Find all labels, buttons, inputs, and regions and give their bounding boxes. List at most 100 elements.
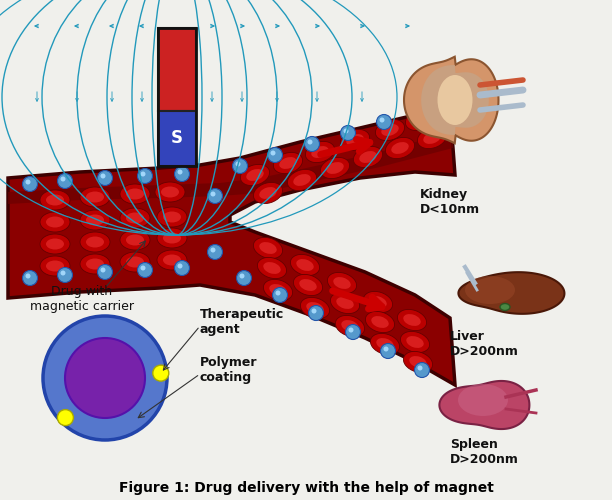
Circle shape bbox=[174, 260, 190, 276]
Ellipse shape bbox=[80, 254, 110, 274]
Circle shape bbox=[141, 266, 146, 270]
Ellipse shape bbox=[259, 242, 277, 254]
Circle shape bbox=[97, 170, 113, 186]
Circle shape bbox=[272, 288, 288, 302]
Circle shape bbox=[343, 128, 348, 134]
Circle shape bbox=[174, 166, 190, 182]
Ellipse shape bbox=[346, 134, 364, 146]
Ellipse shape bbox=[296, 259, 314, 271]
Circle shape bbox=[308, 306, 324, 320]
Ellipse shape bbox=[341, 320, 359, 332]
Ellipse shape bbox=[424, 132, 441, 144]
Circle shape bbox=[379, 118, 384, 122]
Ellipse shape bbox=[321, 158, 349, 178]
Bar bbox=[158, 28, 196, 111]
Ellipse shape bbox=[336, 297, 354, 309]
Ellipse shape bbox=[86, 236, 104, 248]
Circle shape bbox=[138, 262, 152, 278]
Bar bbox=[158, 111, 196, 166]
Circle shape bbox=[43, 316, 167, 440]
Ellipse shape bbox=[327, 272, 357, 293]
Circle shape bbox=[26, 274, 31, 278]
Ellipse shape bbox=[458, 384, 508, 416]
Polygon shape bbox=[8, 132, 453, 204]
Ellipse shape bbox=[46, 216, 64, 228]
Ellipse shape bbox=[263, 262, 281, 274]
Ellipse shape bbox=[86, 258, 104, 270]
Ellipse shape bbox=[438, 75, 472, 125]
Polygon shape bbox=[8, 108, 455, 385]
Ellipse shape bbox=[293, 274, 323, 295]
Ellipse shape bbox=[163, 232, 181, 243]
Ellipse shape bbox=[126, 234, 144, 246]
Ellipse shape bbox=[403, 352, 433, 372]
Text: Therapeutic
agent: Therapeutic agent bbox=[200, 308, 284, 336]
Ellipse shape bbox=[353, 146, 382, 168]
Ellipse shape bbox=[305, 142, 335, 163]
Circle shape bbox=[411, 104, 425, 120]
Ellipse shape bbox=[335, 316, 365, 336]
Ellipse shape bbox=[155, 182, 185, 202]
Ellipse shape bbox=[157, 207, 187, 227]
Circle shape bbox=[348, 328, 354, 332]
Text: Liver
D>200nm: Liver D>200nm bbox=[450, 330, 519, 358]
Ellipse shape bbox=[391, 142, 409, 154]
Circle shape bbox=[138, 168, 152, 184]
Ellipse shape bbox=[364, 292, 392, 312]
Circle shape bbox=[58, 410, 73, 426]
Text: Drug with
magnetic carrier: Drug with magnetic carrier bbox=[30, 285, 134, 313]
Circle shape bbox=[58, 174, 72, 188]
Circle shape bbox=[233, 158, 247, 174]
Polygon shape bbox=[458, 272, 564, 314]
Ellipse shape bbox=[86, 192, 104, 202]
Ellipse shape bbox=[300, 298, 330, 318]
Circle shape bbox=[23, 270, 37, 285]
Ellipse shape bbox=[406, 336, 424, 348]
Circle shape bbox=[177, 170, 182, 174]
Circle shape bbox=[97, 264, 113, 280]
Ellipse shape bbox=[126, 256, 144, 268]
Ellipse shape bbox=[334, 277, 351, 289]
Ellipse shape bbox=[274, 152, 302, 174]
Ellipse shape bbox=[253, 238, 283, 258]
Ellipse shape bbox=[500, 304, 510, 310]
Ellipse shape bbox=[120, 184, 150, 204]
Ellipse shape bbox=[381, 124, 399, 136]
Circle shape bbox=[61, 270, 65, 276]
Ellipse shape bbox=[397, 310, 427, 330]
Ellipse shape bbox=[359, 151, 377, 163]
Circle shape bbox=[381, 344, 395, 358]
Text: Kidney
D<10nm: Kidney D<10nm bbox=[420, 188, 480, 216]
Ellipse shape bbox=[403, 314, 420, 326]
Circle shape bbox=[414, 362, 430, 378]
Ellipse shape bbox=[246, 169, 264, 181]
Ellipse shape bbox=[340, 130, 370, 150]
Ellipse shape bbox=[288, 170, 316, 190]
Circle shape bbox=[384, 346, 389, 352]
Text: S: S bbox=[171, 130, 183, 148]
Ellipse shape bbox=[120, 230, 150, 250]
Circle shape bbox=[312, 308, 316, 314]
Circle shape bbox=[417, 366, 422, 370]
Circle shape bbox=[211, 192, 215, 196]
Circle shape bbox=[65, 338, 145, 418]
Ellipse shape bbox=[370, 334, 400, 354]
Bar bbox=[158, 28, 196, 166]
Ellipse shape bbox=[409, 356, 427, 368]
Ellipse shape bbox=[161, 186, 179, 198]
Ellipse shape bbox=[157, 250, 187, 270]
Ellipse shape bbox=[40, 256, 70, 276]
Ellipse shape bbox=[312, 146, 329, 158]
Circle shape bbox=[307, 140, 313, 144]
Polygon shape bbox=[439, 381, 529, 429]
Ellipse shape bbox=[126, 188, 144, 200]
Polygon shape bbox=[404, 56, 499, 144]
Ellipse shape bbox=[306, 302, 324, 314]
Circle shape bbox=[177, 264, 182, 268]
Text: Spleen
D>200nm: Spleen D>200nm bbox=[450, 438, 519, 466]
Ellipse shape bbox=[80, 232, 110, 252]
Circle shape bbox=[340, 126, 356, 140]
Ellipse shape bbox=[375, 120, 405, 141]
Ellipse shape bbox=[326, 162, 344, 174]
Ellipse shape bbox=[120, 208, 150, 228]
